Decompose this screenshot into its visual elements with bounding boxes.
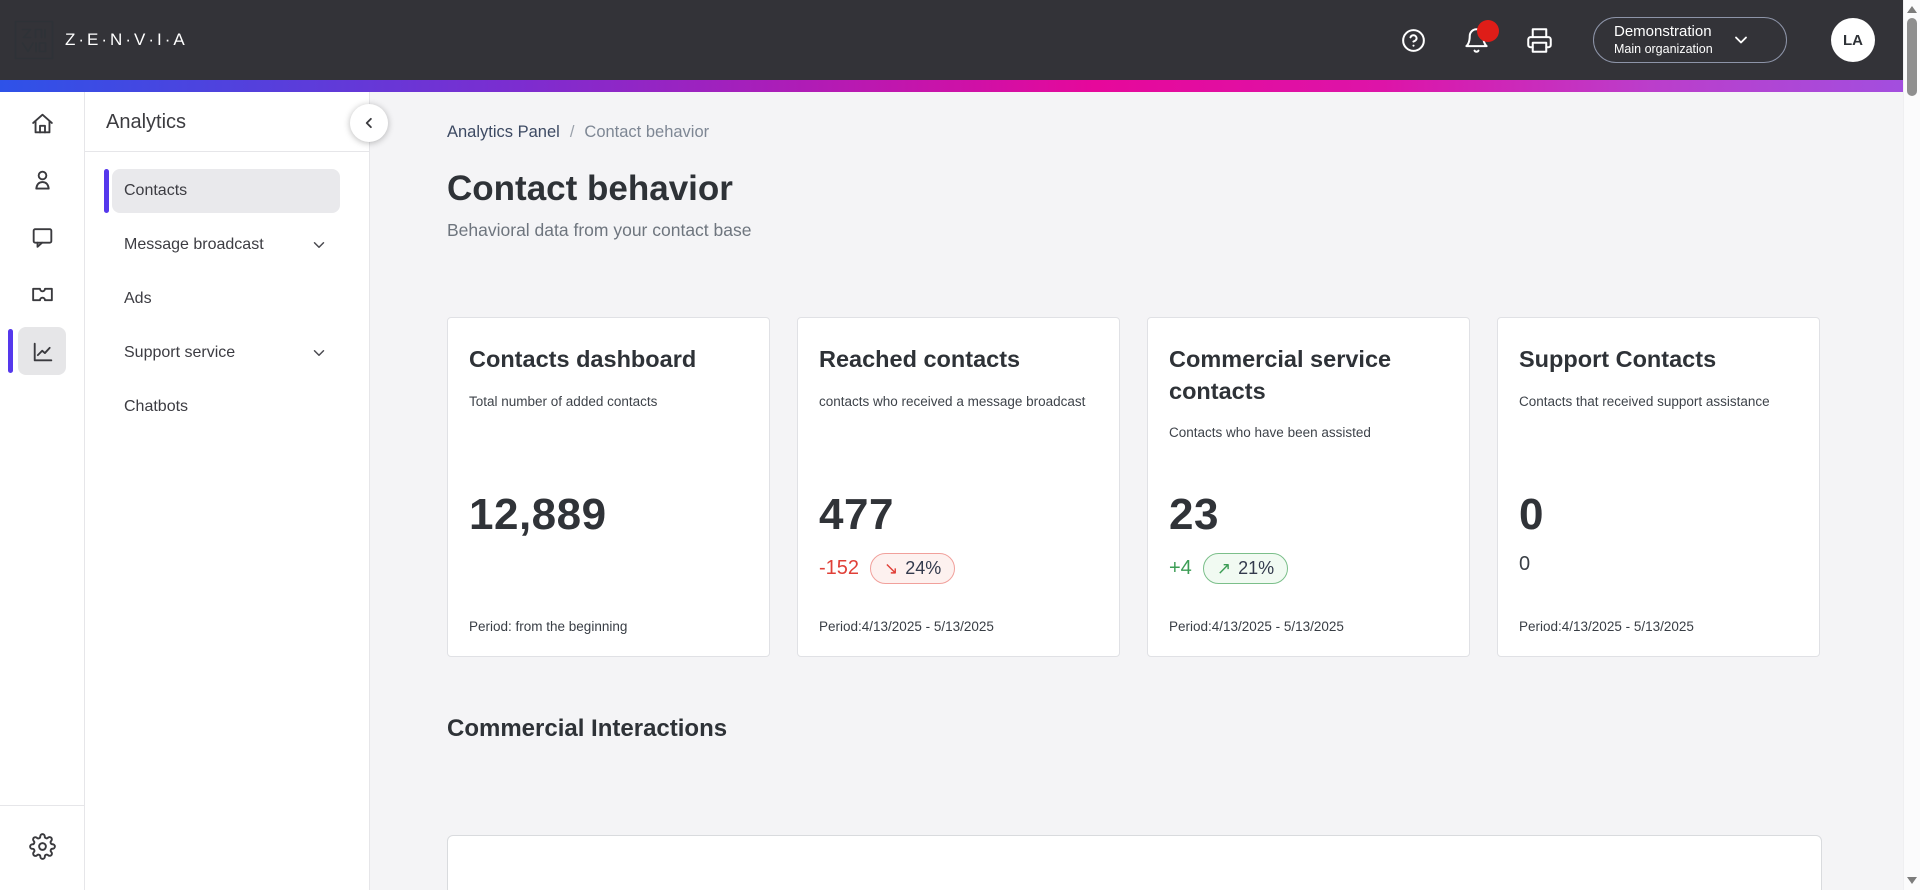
brand-wordmark: Z·E·N·V·I·A [65, 30, 188, 49]
percent-value: 24% [905, 558, 942, 578]
sidebar-item-chatbots[interactable]: Chatbots [112, 385, 340, 429]
card-description: Contacts who have been assisted [1169, 425, 1371, 441]
rail-item-settings[interactable] [18, 822, 66, 870]
card-description: Total number of added contacts [469, 393, 658, 409]
trend-up-arrow-icon: ↗ [1216, 558, 1232, 578]
rail-item-contacts[interactable] [18, 156, 66, 204]
chevron-down-icon [1734, 36, 1747, 44]
sidebar-item-label: Message broadcast [124, 236, 264, 253]
printer-icon[interactable] [1526, 27, 1553, 54]
card-value: 0 [1519, 490, 1544, 539]
card-support-contacts: Support Contacts Contacts that received … [1497, 317, 1820, 657]
ticket-icon [31, 287, 53, 301]
percent-badge-up: ↗ 21% [1202, 553, 1289, 584]
breadcrumb-separator: / [569, 123, 575, 141]
sidebar-header: Analytics [85, 92, 369, 152]
help-icon[interactable] [1400, 27, 1427, 54]
percent-badge-down: ↘ 24% [870, 553, 956, 584]
commercial-interactions-card [447, 835, 1822, 890]
rail-item-conversations[interactable] [18, 213, 66, 261]
sidebar-title: Analytics [106, 111, 187, 133]
icon-rail [0, 92, 85, 890]
breadcrumb-analytics-panel[interactable]: Analytics Panel [447, 123, 560, 141]
rail-item-analytics[interactable] [8, 327, 66, 375]
delta-value: 0 [1519, 553, 1531, 575]
card-reached-contacts: Reached contacts contacts who received a… [797, 317, 1120, 657]
card-description: Contacts that received support assistanc… [1519, 393, 1770, 409]
card-period: Period:4/13/2025 - 5/13/2025 [819, 619, 994, 634]
active-indicator-bar [104, 169, 109, 213]
sidebar-item-label: Ads [124, 290, 152, 307]
page-title: Contact behavior [447, 169, 733, 208]
sidebar-item-label: Contacts [124, 182, 188, 199]
stat-cards-row: Contacts dashboard Total number of added… [447, 317, 1920, 657]
notification-dot [1477, 19, 1499, 42]
page-subtitle: Behavioral data from your contact base [447, 220, 752, 240]
organization-unit: Main organization [1614, 41, 1713, 56]
scrollbar-up-arrow[interactable] [1907, 6, 1917, 13]
page-scrollbar[interactable] [1903, 0, 1920, 890]
delta-value: -152 [819, 557, 860, 579]
sidebar-item-contacts[interactable]: Contacts [104, 169, 340, 213]
notifications-bell-icon[interactable] [1463, 19, 1499, 54]
section-title-commercial-interactions: Commercial Interactions [447, 715, 728, 742]
sidebar-nav: Contacts Message broadcast Ads Support s… [85, 152, 369, 429]
person-icon [34, 170, 50, 190]
rail-item-home[interactable] [18, 99, 66, 147]
main-content: Analytics Panel / Contact behavior Conta… [370, 92, 1920, 890]
chevron-down-icon [313, 242, 325, 248]
scrollbar-thumb[interactable] [1907, 18, 1917, 96]
card-title: Contacts dashboard [469, 346, 697, 372]
sidebar-item-label: Support service [124, 344, 236, 361]
sidebar-collapse-button[interactable] [350, 104, 388, 142]
card-period: Period:4/13/2025 - 5/13/2025 [1169, 619, 1344, 634]
card-value: 12,889 [469, 490, 607, 539]
card-description: contacts who received a message broadcas… [819, 393, 1086, 409]
delta-value: +4 [1169, 557, 1192, 579]
chevron-left-icon [365, 117, 372, 129]
top-header: Z·E·N·V·I·A Demonstration Main organizat… [0, 0, 1920, 80]
card-title: Support Contacts [1519, 346, 1717, 372]
card-commercial-service-contacts: Commercial service contacts Contacts who… [1147, 317, 1470, 657]
trend-down-arrow-icon: ↘ [884, 558, 899, 578]
card-delta-row: +4 ↗ 21% [1169, 553, 1289, 584]
card-period: Period:4/13/2025 - 5/13/2025 [1519, 619, 1694, 634]
sidebar-item-support-service[interactable]: Support service [112, 331, 340, 375]
sidebar-item-label: Chatbots [124, 398, 189, 415]
home-icon [31, 113, 53, 133]
card-delta-row: -152 ↘ 24% [819, 553, 956, 584]
sidebar-item-message-broadcast[interactable]: Message broadcast [112, 223, 340, 267]
card-delta-row: 0 [1519, 553, 1530, 576]
zenvia-logo-mark[interactable] [14, 20, 54, 60]
breadcrumb-current: Contact behavior [584, 123, 710, 141]
card-value: 23 [1169, 490, 1219, 539]
user-avatar[interactable]: LA [1831, 18, 1875, 62]
card-value: 477 [819, 490, 894, 539]
analytics-sidebar: Analytics Contacts Message broadcast Ads… [85, 92, 388, 890]
sidebar-item-ads[interactable]: Ads [112, 277, 340, 321]
line-chart-icon [33, 342, 52, 361]
card-period: Period: from the beginning [469, 619, 628, 634]
header-actions: Demonstration Main organization LA [1364, 17, 1875, 63]
chat-icon [32, 227, 52, 248]
active-indicator-bar [8, 329, 13, 373]
chevron-down-icon [313, 350, 325, 356]
gear-icon [28, 832, 56, 860]
organization-name: Demonstration [1614, 22, 1712, 40]
scrollbar-down-arrow[interactable] [1907, 877, 1917, 884]
rail-bottom-section [0, 805, 84, 890]
breadcrumb: Analytics Panel / Contact behavior [447, 123, 1920, 142]
percent-value: 21% [1238, 558, 1275, 578]
card-contacts-dashboard: Contacts dashboard Total number of added… [447, 317, 770, 657]
rail-item-campaigns[interactable] [18, 270, 66, 318]
accent-gradient-bar [0, 80, 1920, 92]
card-title: Reached contacts [819, 346, 1021, 372]
organization-switcher[interactable]: Demonstration Main organization [1593, 17, 1787, 63]
card-title: Commercial service contacts [1169, 346, 1392, 404]
